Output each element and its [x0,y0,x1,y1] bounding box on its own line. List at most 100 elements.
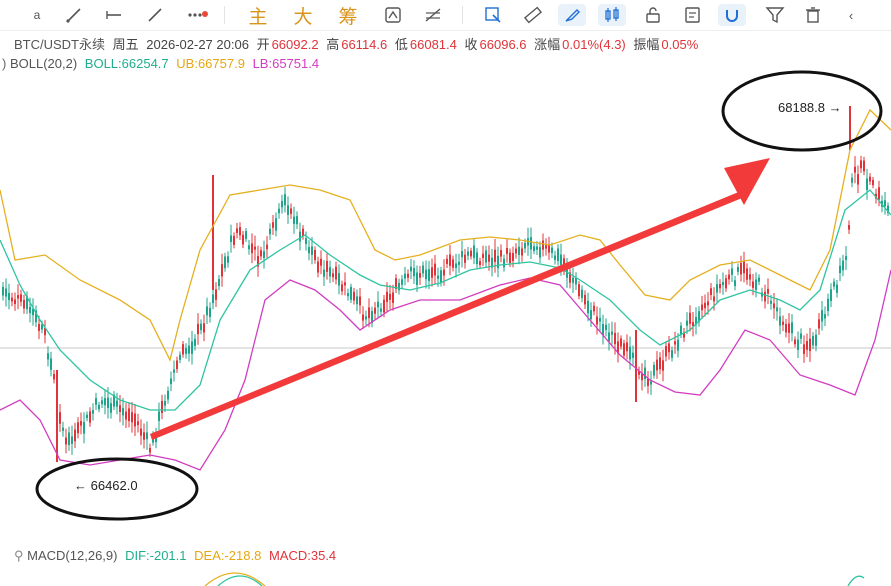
candle-body [767,288,769,294]
candle-body [806,341,808,350]
candle-body [350,286,352,300]
trash-icon[interactable] [802,4,824,26]
candle-body [269,228,271,235]
filter-icon[interactable] [764,4,786,26]
candle-body [377,301,379,308]
candle-body [626,342,628,352]
candle-body [401,279,403,285]
candle-body [182,344,184,355]
candle-body [308,247,310,254]
candle-body [632,352,634,358]
horizontal-line-icon[interactable] [104,4,124,26]
compare-icon[interactable] [422,4,444,26]
candle-body [650,381,652,385]
replay-icon[interactable] [382,4,404,26]
candle-body [47,353,49,360]
lock-icon[interactable] [642,4,664,26]
candle-body [770,300,772,304]
candle-body [641,373,643,381]
candle-body [380,308,382,312]
candle-body [422,265,424,274]
candle-body [140,428,142,436]
candle-body [716,284,718,293]
candle-body [143,432,145,440]
candle-body [884,200,886,207]
big-order-button[interactable]: 大 [293,5,313,28]
macd-dea-value: DEA:-218.8 [194,548,262,563]
candle-body [542,240,544,250]
symbol-name[interactable]: BTC/USDT永续 [14,37,106,52]
boll-lower-band [0,269,891,471]
candle-body [188,345,190,354]
trend-line-icon[interactable] [64,4,84,26]
candle-body [776,307,778,312]
ray-line-icon[interactable] [145,4,165,26]
boll-legend[interactable]: ) BOLL(20,2) BOLL:66254.7 UB:66757.9 LB:… [2,56,319,71]
amplitude-value: 0.05% [661,37,699,52]
candle-body [752,281,754,288]
candle-body [338,273,340,286]
candle-body [413,268,415,277]
candle-body [167,390,169,400]
macd-dea-curve [204,572,266,586]
candle-body [50,358,52,370]
candle-body [434,263,436,276]
candle-body [515,248,517,254]
candle-body [221,264,223,277]
text-tool-icon[interactable]: a [33,8,41,22]
candle-body [581,289,583,299]
chip-distribution-button[interactable]: 筹 [338,5,358,28]
candle-body [35,310,37,323]
candle-body [794,339,796,345]
boll-lb-value: LB:65751.4 [252,56,320,71]
candle-body [284,194,286,206]
candle-body [416,272,418,286]
candle-body [5,288,7,297]
collapse-arrow-icon[interactable]: ‹ [848,7,854,23]
ruler-icon[interactable] [522,4,544,26]
macd-settings-icon[interactable]: ⚲ [14,548,24,563]
candle-body [596,316,598,325]
close-label: 收 [464,37,478,52]
candle-body [485,250,487,263]
candle-body [749,274,751,280]
candlestick-icon[interactable] [598,4,626,26]
candle-body [698,311,700,322]
candle-body [686,320,688,326]
candle-body [263,251,265,258]
main-indicator-button[interactable]: 主 [248,5,268,28]
candle-body [674,341,676,345]
candle-body [773,303,775,309]
change-value: 0.01%(4.3) [562,37,626,52]
candle-body [590,310,592,320]
close-value: 66096.6 [479,37,527,52]
candle-body [260,250,262,257]
notes-icon[interactable] [682,4,704,26]
more-dots-icon[interactable] [185,4,211,26]
candle-body [818,319,820,329]
candle-body [653,364,655,376]
candle-body [869,176,871,182]
macd-legend[interactable]: ⚲ MACD(12,26,9) DIF:-201.1 DEA:-218.8 MA… [14,548,336,564]
candle-body [164,400,166,406]
candle-body [704,302,706,309]
candle-body [56,386,58,398]
candle-body [335,266,337,280]
candle-body [761,292,763,297]
high-label: 高 [326,37,340,52]
candle-body [62,427,64,431]
candle-body [80,421,82,426]
candle-body [419,273,421,278]
candle-body [215,289,217,300]
magnet-icon[interactable] [718,4,746,26]
candle-body [170,378,172,385]
candle-body [122,408,124,416]
candle-body [116,400,118,407]
candle-body [278,208,280,214]
candle-body [131,412,133,423]
cursor-select-icon[interactable] [482,4,504,26]
candle-body [395,278,397,290]
candle-body [152,434,154,443]
brush-icon[interactable] [558,4,586,26]
